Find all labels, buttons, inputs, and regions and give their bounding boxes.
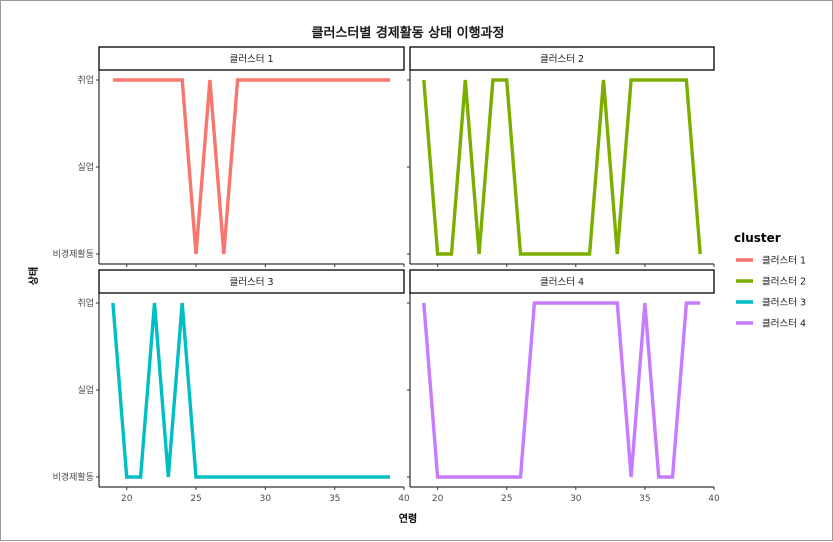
panel-클러스터-2: 클러스터 2: [407, 46, 715, 267]
panel-클러스터-1: 클러스터 1 비경제활동 실업 취업: [53, 46, 405, 267]
y-tick-label: 비경제활동: [53, 471, 94, 483]
legend-item-클러스터-4: 클러스터 4: [736, 319, 806, 330]
legend: cluster 클러스터 1 클러스터 2 클러스터 3 클러스터 4: [734, 231, 806, 330]
strip-label: 클러스터 4: [540, 277, 584, 288]
strip-box: [98, 269, 405, 294]
x-tick-label: 30: [570, 494, 582, 504]
legend-label: 클러스터 2: [762, 277, 806, 288]
legend-label: 클러스터 3: [762, 298, 806, 309]
panel-클러스터-3: 클러스터 3 비경제활동 실업 취업 20 25 30 35 40: [53, 269, 410, 504]
legend-item-클러스터-3: 클러스터 3: [736, 298, 806, 309]
y-tick-label: 비경제활동: [53, 248, 94, 260]
legend-label: 클러스터 1: [762, 256, 806, 267]
y-tick-label: 취업: [77, 75, 94, 86]
x-tick-label: 40: [708, 494, 720, 504]
strip-box: [98, 46, 405, 71]
x-axis-title: 연령: [399, 512, 417, 525]
strip-box: [409, 269, 715, 294]
chart-title: 클러스터별 경제활동 상태 이행과정: [312, 25, 505, 41]
x-tick-label: 25: [190, 494, 201, 504]
x-tick-label: 20: [121, 494, 133, 504]
strip-label: 클러스터 3: [229, 277, 273, 288]
y-tick-label: 취업: [77, 298, 94, 309]
x-tick-label: 30: [260, 494, 272, 504]
legend-title: cluster: [734, 231, 781, 245]
legend-item-클러스터-1: 클러스터 1: [736, 256, 806, 267]
series-line-클러스터-2: [422, 78, 702, 256]
x-tick-label: 20: [432, 494, 444, 504]
x-tick-label: 35: [639, 494, 650, 504]
panel-클러스터-4: 클러스터 4 20 25 30 35 40: [407, 269, 720, 504]
strip-label: 클러스터 1: [229, 54, 273, 65]
strip-label: 클러스터 2: [540, 54, 584, 65]
series-line-클러스터-1: [112, 78, 391, 255]
x-tick-label: 35: [329, 494, 340, 504]
legend-item-클러스터-2: 클러스터 2: [736, 277, 806, 288]
legend-label: 클러스터 4: [762, 319, 806, 330]
series-line-클러스터-3: [111, 302, 391, 479]
series-line-클러스터-4: [422, 301, 701, 479]
y-tick-label: 실업: [77, 385, 94, 396]
y-tick-label: 실업: [77, 162, 94, 173]
y-axis-title: 상태: [27, 267, 40, 285]
x-tick-label: 40: [398, 494, 410, 504]
strip-box: [409, 46, 715, 71]
x-tick-label: 25: [501, 494, 512, 504]
